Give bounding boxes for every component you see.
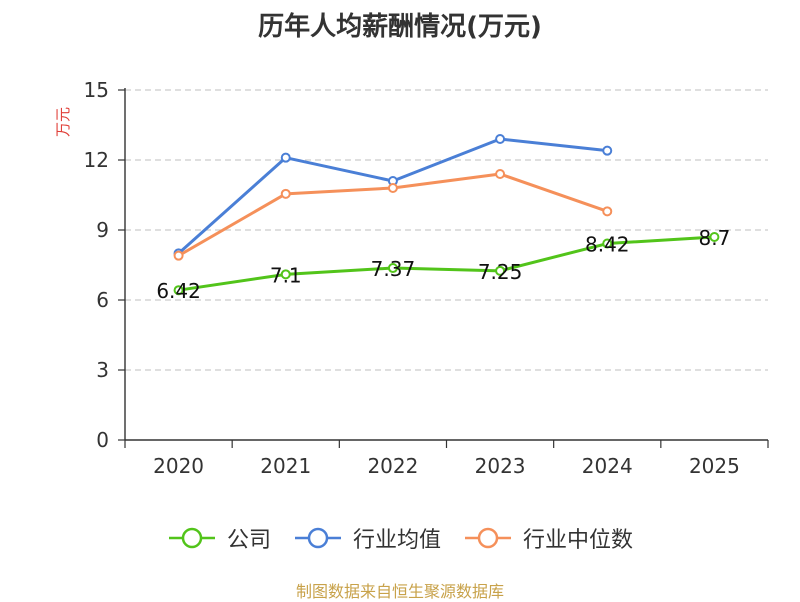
legend: 公司 行业均值 行业中位数 [0, 520, 800, 556]
x-tick-label: 2020 [153, 454, 204, 478]
legend-label: 行业均值 [352, 528, 441, 553]
legend-marker-icon [465, 527, 511, 549]
data-point [387, 263, 398, 274]
legend-item[interactable]: 行业中位数 [463, 522, 633, 554]
data-point [602, 145, 613, 156]
data-label: 7.25 [478, 260, 523, 284]
legend-item[interactable]: 行业均值 [293, 522, 441, 554]
data-point [495, 134, 506, 144]
source-note: 制图数据来自恒生聚源数据库 [295, 582, 504, 601]
x-tick-label: 2025 [689, 454, 740, 478]
data-point [495, 265, 506, 276]
y-tick-label: 15 [84, 78, 109, 102]
data-point [280, 269, 291, 280]
data-label: 8.7 [699, 226, 731, 250]
chart-title: 历年人均薪酬情况(万元) [258, 12, 542, 42]
legend-label: 行业中位数 [523, 528, 634, 553]
x-tick-label: 2022 [367, 454, 418, 478]
x-tick-label: 2023 [475, 454, 526, 478]
y-tick-label: 9 [96, 218, 109, 242]
y-tick-label: 3 [96, 358, 109, 382]
data-point [495, 169, 506, 179]
series-line-1 [177, 137, 608, 255]
series-line-0 [178, 235, 715, 292]
data-point [709, 232, 720, 242]
legend-label: 公司 [226, 528, 271, 553]
y-tick-label: 12 [84, 148, 109, 172]
data-point [280, 188, 291, 199]
data-label: 7.37 [371, 257, 416, 281]
y-tick-label: 0 [96, 428, 109, 452]
y-axis-title: 万元 [54, 107, 72, 137]
data-label: 8.42 [585, 233, 630, 257]
data-point [602, 238, 613, 249]
data-point [173, 285, 184, 296]
data-point [387, 183, 398, 193]
legend-item[interactable]: 公司 [167, 522, 271, 554]
data-label: 7.1 [270, 263, 302, 287]
legend-marker-icon [294, 527, 341, 549]
data-point [173, 250, 184, 261]
legend-marker-icon [168, 527, 215, 549]
data-point [602, 206, 613, 217]
y-tick-label: 6 [96, 288, 109, 312]
x-tick-label: 2024 [582, 454, 633, 478]
x-tick-label: 2021 [260, 454, 311, 478]
data-label: 6.42 [156, 279, 201, 303]
data-point [280, 152, 291, 163]
